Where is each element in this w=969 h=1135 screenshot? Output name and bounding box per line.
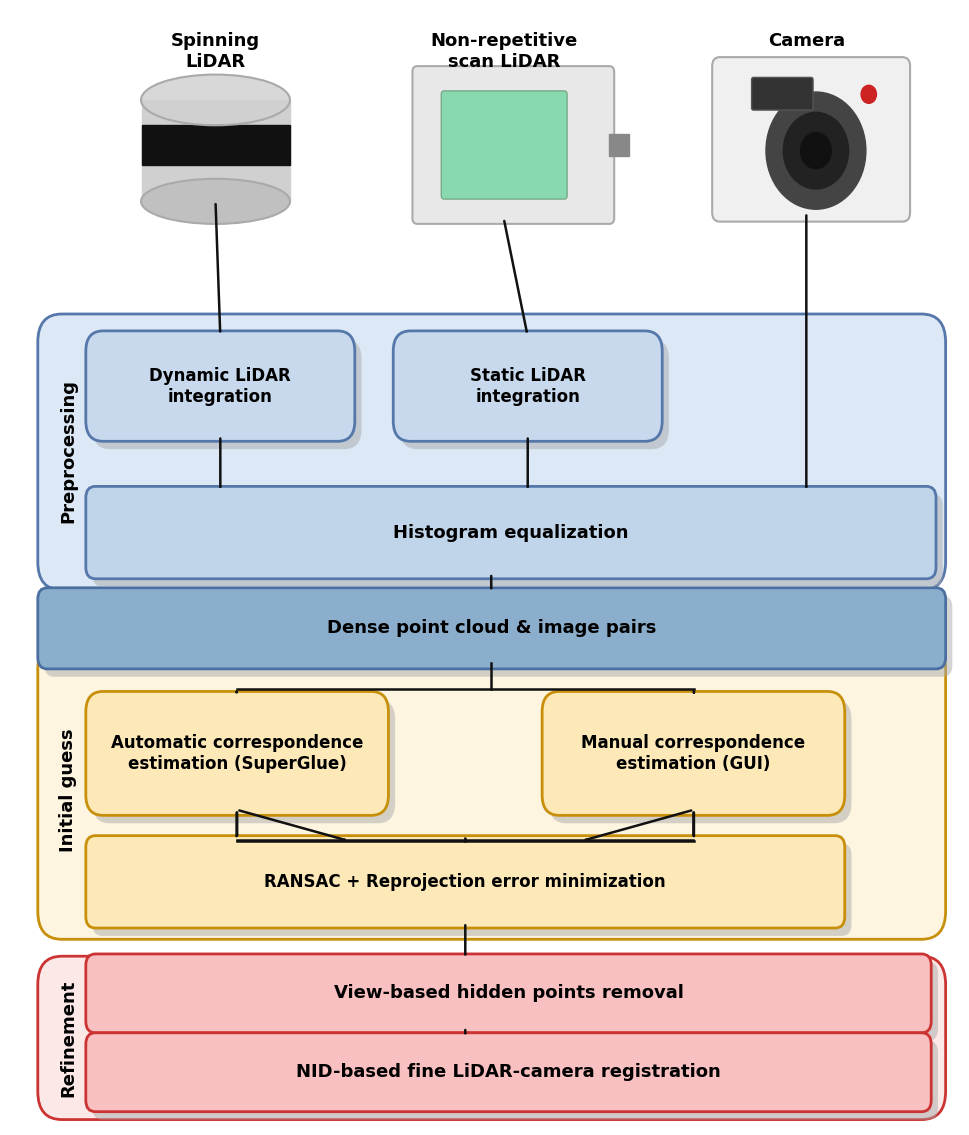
FancyBboxPatch shape — [93, 961, 938, 1041]
FancyBboxPatch shape — [86, 331, 355, 442]
FancyBboxPatch shape — [86, 691, 389, 815]
FancyBboxPatch shape — [393, 331, 662, 442]
Ellipse shape — [141, 179, 290, 224]
FancyBboxPatch shape — [93, 699, 395, 823]
Bar — [610, 134, 629, 157]
FancyBboxPatch shape — [752, 77, 813, 110]
Text: NID-based fine LiDAR-camera registration: NID-based fine LiDAR-camera registration — [297, 1063, 721, 1082]
FancyBboxPatch shape — [93, 494, 943, 587]
Text: View-based hidden points removal: View-based hidden points removal — [333, 984, 683, 1002]
Text: Static LiDAR
integration: Static LiDAR integration — [470, 367, 585, 405]
FancyBboxPatch shape — [38, 314, 946, 590]
Bar — [141, 125, 291, 166]
FancyBboxPatch shape — [86, 487, 936, 579]
FancyBboxPatch shape — [712, 57, 910, 221]
FancyBboxPatch shape — [45, 596, 953, 676]
FancyBboxPatch shape — [38, 588, 946, 669]
FancyBboxPatch shape — [38, 641, 946, 940]
FancyBboxPatch shape — [441, 91, 567, 199]
Text: Histogram equalization: Histogram equalization — [393, 523, 629, 541]
Text: Dense point cloud & image pairs: Dense point cloud & image pairs — [327, 620, 656, 638]
Text: Dynamic LiDAR
integration: Dynamic LiDAR integration — [149, 367, 292, 405]
FancyBboxPatch shape — [93, 338, 361, 449]
FancyBboxPatch shape — [38, 956, 946, 1119]
Bar — [141, 100, 291, 201]
Text: Manual correspondence
estimation (GUI): Manual correspondence estimation (GUI) — [581, 734, 805, 773]
Circle shape — [783, 112, 849, 188]
FancyBboxPatch shape — [400, 338, 669, 449]
Circle shape — [766, 92, 866, 209]
Text: RANSAC + Reprojection error minimization: RANSAC + Reprojection error minimization — [265, 873, 666, 891]
Text: Refinement: Refinement — [59, 980, 77, 1098]
FancyBboxPatch shape — [86, 1033, 931, 1111]
FancyBboxPatch shape — [86, 835, 845, 928]
Circle shape — [800, 133, 831, 169]
FancyBboxPatch shape — [548, 699, 852, 823]
Text: Initial guess: Initial guess — [59, 729, 77, 852]
Circle shape — [861, 85, 876, 103]
FancyBboxPatch shape — [413, 66, 614, 224]
FancyBboxPatch shape — [93, 843, 852, 936]
FancyBboxPatch shape — [86, 953, 931, 1033]
FancyBboxPatch shape — [542, 691, 845, 815]
Ellipse shape — [141, 75, 290, 125]
Text: Non-repetitive
scan LiDAR: Non-repetitive scan LiDAR — [430, 32, 578, 72]
Text: Automatic correspondence
estimation (SuperGlue): Automatic correspondence estimation (Sup… — [110, 734, 363, 773]
FancyBboxPatch shape — [93, 1041, 938, 1119]
Text: Spinning
LiDAR: Spinning LiDAR — [171, 32, 260, 72]
Text: Preprocessing: Preprocessing — [59, 379, 77, 523]
Text: Camera: Camera — [767, 32, 845, 50]
